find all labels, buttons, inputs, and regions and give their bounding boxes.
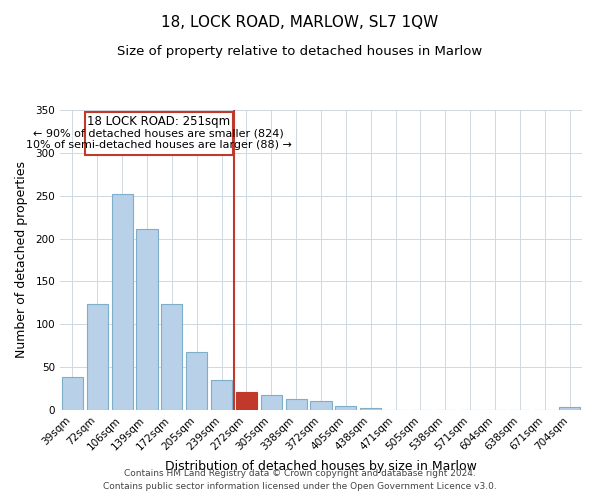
X-axis label: Distribution of detached houses by size in Marlow: Distribution of detached houses by size …: [165, 460, 477, 473]
Bar: [62, 378, 83, 410]
Bar: [236, 392, 257, 410]
Bar: [161, 304, 182, 410]
Y-axis label: Number of detached properties: Number of detached properties: [16, 162, 28, 358]
Bar: [112, 194, 133, 410]
Bar: [335, 406, 356, 410]
Bar: [211, 380, 232, 410]
Bar: [186, 352, 207, 410]
Text: Contains HM Land Registry data © Crown copyright and database right 2024.: Contains HM Land Registry data © Crown c…: [124, 468, 476, 477]
Text: 18, LOCK ROAD, MARLOW, SL7 1QW: 18, LOCK ROAD, MARLOW, SL7 1QW: [161, 15, 439, 30]
Text: Size of property relative to detached houses in Marlow: Size of property relative to detached ho…: [118, 45, 482, 58]
Bar: [360, 408, 381, 410]
Bar: [136, 229, 158, 410]
Text: 10% of semi-detached houses are larger (88) →: 10% of semi-detached houses are larger (…: [26, 140, 292, 150]
Bar: [310, 400, 332, 410]
Text: Contains public sector information licensed under the Open Government Licence v3: Contains public sector information licen…: [103, 482, 497, 491]
Bar: [261, 396, 282, 410]
Text: 18 LOCK ROAD: 251sqm: 18 LOCK ROAD: 251sqm: [87, 114, 230, 128]
Bar: [286, 399, 307, 410]
Text: ← 90% of detached houses are smaller (824): ← 90% of detached houses are smaller (82…: [34, 128, 284, 138]
FancyBboxPatch shape: [85, 112, 233, 154]
Bar: [87, 304, 108, 410]
Bar: [559, 408, 580, 410]
